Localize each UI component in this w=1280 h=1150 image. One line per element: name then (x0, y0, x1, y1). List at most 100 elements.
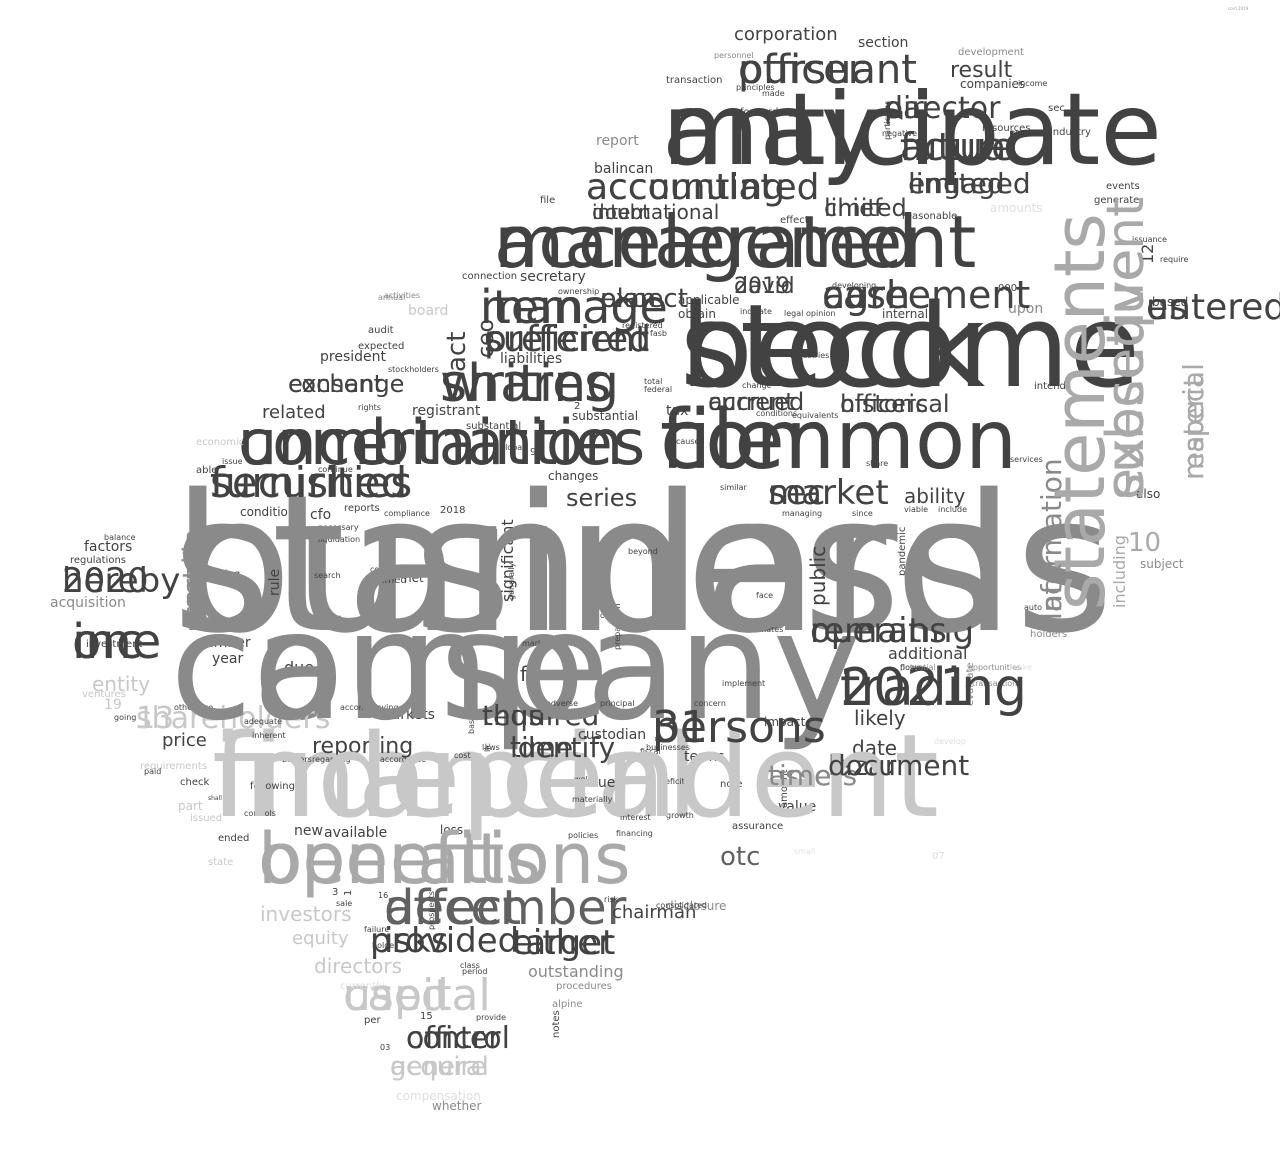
word-309: doubt (592, 200, 651, 224)
word-136: holders (1030, 629, 1068, 640)
word-274: subsequent (1096, 196, 1156, 500)
word-46: plan (600, 284, 657, 314)
word-170: mark (522, 639, 543, 648)
word-300: consent (288, 370, 383, 398)
word-130: regarding (312, 755, 351, 764)
word-186: ownership (558, 287, 600, 296)
word-229: named (372, 575, 407, 586)
word-138: opportunities (968, 663, 1022, 672)
word-241: paid (144, 767, 162, 776)
word-267: anticipate (662, 71, 1162, 188)
word-173: since (852, 509, 873, 518)
word-195: made (762, 89, 785, 98)
word-31: shareholders (136, 701, 331, 736)
word-3: may (662, 71, 880, 188)
word-289: persons (652, 702, 826, 753)
word-137: auto (1024, 603, 1043, 612)
word-14: officer (738, 47, 865, 93)
word-251: holder (372, 941, 398, 950)
word-84: board (408, 303, 449, 319)
word-96: net (404, 571, 424, 585)
word-91: due (284, 658, 315, 677)
word-261: 07 (932, 851, 945, 862)
word-152: fiscal (640, 747, 661, 756)
word-13: accounting (586, 167, 786, 208)
word-124: part (178, 799, 203, 813)
word-19: future (900, 125, 1015, 169)
word-98: new (294, 823, 323, 839)
word-47: david (734, 274, 795, 299)
word-6: common (660, 393, 1018, 488)
word-288: one (72, 614, 162, 670)
word-64: date (852, 736, 898, 760)
word-51: otc (720, 842, 761, 872)
word-190: fasb (650, 329, 667, 338)
word-216: annual (378, 293, 406, 302)
word-5: management (494, 200, 977, 284)
word-258: services (1010, 455, 1043, 464)
word-22: 2021 (840, 658, 973, 718)
word-151: adverse (546, 699, 579, 708)
word-231: investment (86, 639, 143, 650)
word-154: deficit (660, 777, 685, 786)
word-122: compensation (396, 1089, 481, 1103)
word-230: complete (370, 565, 408, 574)
word-36: exchange (288, 370, 405, 398)
word-198: sec (1048, 103, 1065, 114)
word-17: item (480, 280, 584, 334)
word-62: chairman (612, 902, 697, 923)
word-275: writing (440, 354, 620, 414)
word-296: entered (1146, 287, 1280, 328)
word-106: assurance (732, 821, 784, 832)
word-113: substantial (572, 409, 639, 423)
word-304: general (390, 1052, 489, 1082)
word-171: face (756, 591, 774, 600)
word-184: legal (784, 309, 804, 318)
word-218: economic (196, 437, 245, 448)
word-254: 2 (574, 401, 581, 412)
word-32: us (1146, 287, 1188, 328)
word-291: sec (768, 473, 826, 513)
word-58: entity (92, 672, 151, 696)
word-75: liabilities (500, 351, 563, 367)
word-247: 3 (332, 887, 339, 898)
word-15: december (384, 880, 627, 936)
word-123: 000 (998, 283, 1018, 294)
word-79: custodian (578, 727, 647, 743)
word-182: change (742, 381, 772, 390)
word-260: make (1010, 663, 1032, 672)
word-77: cfo (310, 507, 332, 523)
word-192: transaction (666, 75, 723, 86)
word-0: business (172, 454, 1001, 675)
word-164: class (460, 961, 480, 970)
word-303: time (768, 759, 832, 792)
word-127: inherent (252, 731, 286, 740)
word-200: resources (982, 123, 1031, 134)
word-80: upon (1008, 301, 1044, 317)
word-307: historical (840, 390, 950, 418)
word-87: section (858, 35, 909, 51)
word-111: also (1136, 487, 1161, 501)
word-16: capital (343, 970, 491, 1021)
word-290: remains (810, 611, 947, 651)
word-237: accompanying (340, 703, 399, 712)
word-194: principles (736, 83, 775, 92)
word-215: rights (358, 403, 381, 412)
word-110: subject (1140, 557, 1184, 571)
word-42: current (708, 388, 795, 416)
word-265: cause (170, 580, 610, 754)
word-29: risks (370, 921, 449, 961)
word-161: risk (604, 895, 619, 904)
word-178: caused (676, 437, 705, 446)
word-100: loss (440, 823, 464, 837)
word-9: operations (258, 818, 631, 900)
word-280: used (343, 970, 449, 1021)
word-25: 31 (652, 702, 708, 753)
word-4: financial (212, 710, 699, 844)
word-259: develop (934, 737, 966, 746)
word-24: inc (72, 614, 143, 670)
word-30: control (406, 1021, 510, 1056)
word-94: factors (84, 539, 133, 555)
word-148: implement (722, 679, 766, 688)
word-175: global (500, 443, 525, 452)
